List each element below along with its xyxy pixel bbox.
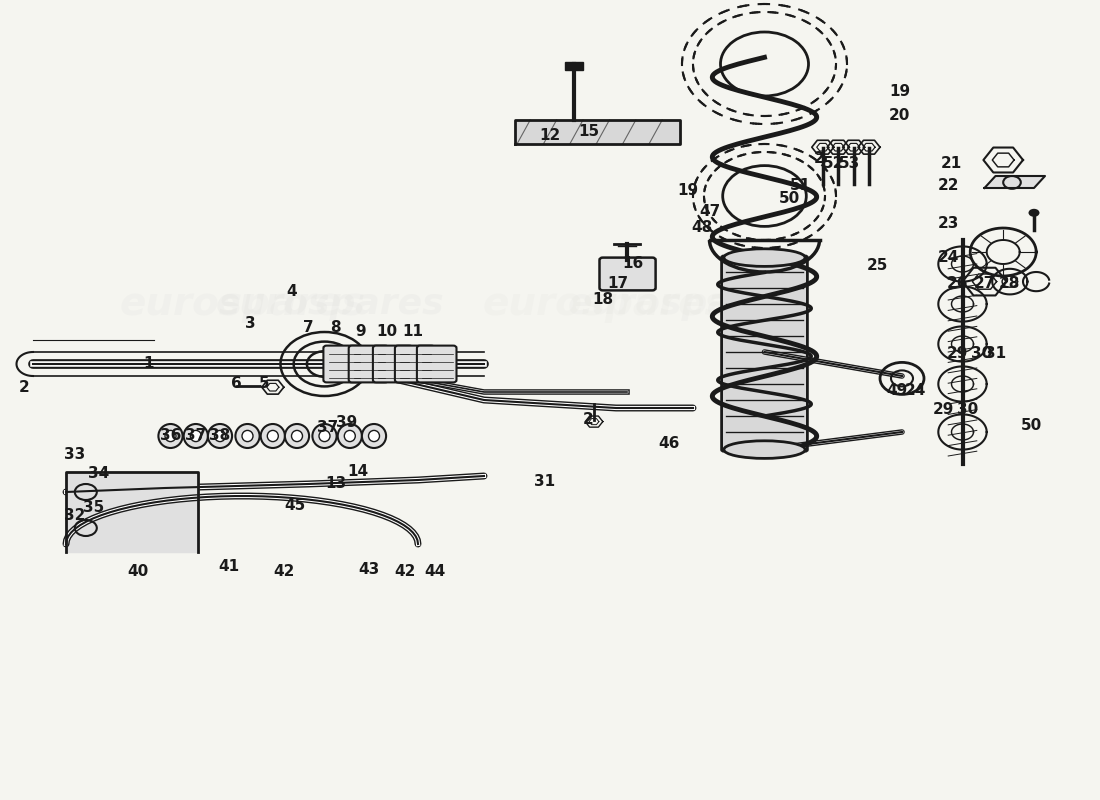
Text: 42: 42 [394,565,416,579]
Text: 33: 33 [64,447,86,462]
Text: 4: 4 [286,285,297,299]
Text: 21: 21 [940,157,962,171]
Text: 29: 29 [933,402,955,417]
Text: 44: 44 [424,565,446,579]
Text: 39: 39 [336,415,358,430]
Ellipse shape [235,424,260,448]
Text: 12: 12 [539,129,561,143]
Text: 50: 50 [779,191,801,206]
Text: 42: 42 [273,565,295,579]
FancyBboxPatch shape [373,346,412,382]
Text: 2: 2 [583,413,594,427]
Text: 6: 6 [231,377,242,391]
Text: 5: 5 [258,377,270,391]
Text: 53: 53 [838,157,860,171]
Text: 30: 30 [957,402,979,417]
Text: 24: 24 [904,383,926,398]
Ellipse shape [344,430,355,442]
Text: 11: 11 [402,325,424,339]
Text: 10: 10 [376,325,398,339]
Ellipse shape [292,430,302,442]
FancyBboxPatch shape [722,256,807,451]
Text: 37: 37 [185,429,207,443]
Ellipse shape [319,430,330,442]
Text: 17: 17 [607,277,629,291]
Text: 47: 47 [698,205,720,219]
Text: 7: 7 [302,321,313,335]
Ellipse shape [724,249,805,266]
FancyBboxPatch shape [395,346,434,382]
Text: 23: 23 [937,217,959,231]
Text: 18: 18 [592,293,614,307]
Text: 13: 13 [324,477,346,491]
Circle shape [1028,209,1040,217]
Text: 48: 48 [691,221,713,235]
Ellipse shape [368,430,379,442]
Text: 22: 22 [937,178,959,193]
Text: 34: 34 [88,466,110,481]
Text: eurospares: eurospares [119,285,365,323]
Text: 2: 2 [19,381,30,395]
Ellipse shape [165,430,176,442]
Text: eurospares: eurospares [216,287,444,321]
Text: 36: 36 [160,429,182,443]
Text: 29: 29 [946,346,968,361]
Ellipse shape [724,441,805,458]
Text: 16: 16 [621,257,643,271]
Text: 35: 35 [82,501,104,515]
Text: 25: 25 [867,258,889,273]
Ellipse shape [184,424,208,448]
Ellipse shape [267,430,278,442]
Ellipse shape [208,424,232,448]
Text: 43: 43 [358,562,379,577]
Text: 1: 1 [143,357,154,371]
Ellipse shape [242,430,253,442]
Text: 31: 31 [534,474,556,489]
Text: 32: 32 [64,509,86,523]
Ellipse shape [158,424,183,448]
FancyBboxPatch shape [323,346,363,382]
Ellipse shape [338,424,362,448]
Text: 15: 15 [578,125,600,139]
Text: 8: 8 [330,321,341,335]
Text: 19: 19 [676,183,698,198]
Text: 19: 19 [889,85,911,99]
Text: 46: 46 [658,437,680,451]
Ellipse shape [312,424,337,448]
Text: 24: 24 [937,250,959,265]
Text: 30: 30 [970,346,992,361]
Text: eurospares: eurospares [482,285,728,323]
Ellipse shape [362,424,386,448]
Polygon shape [984,176,1045,188]
Text: 14: 14 [346,465,368,479]
Ellipse shape [285,424,309,448]
Text: 3: 3 [245,317,256,331]
Text: 31: 31 [984,346,1006,361]
Text: 38: 38 [209,429,231,443]
Text: 9: 9 [355,325,366,339]
Text: eurospares: eurospares [568,287,796,321]
FancyBboxPatch shape [417,346,456,382]
Ellipse shape [261,424,285,448]
Text: 50: 50 [1021,418,1043,433]
Text: 40: 40 [126,565,148,579]
Text: 52: 52 [823,157,845,171]
Text: 37: 37 [317,421,339,435]
Text: 27: 27 [974,277,996,291]
Text: 26: 26 [946,277,968,291]
Polygon shape [66,472,198,552]
Text: 28: 28 [999,277,1021,291]
Text: 41: 41 [218,559,240,574]
Polygon shape [565,62,583,70]
Text: 2: 2 [814,151,825,166]
Ellipse shape [214,430,225,442]
Text: 20: 20 [889,109,911,123]
Text: 51: 51 [790,178,812,193]
Text: 45: 45 [284,498,306,513]
Polygon shape [515,120,680,144]
FancyBboxPatch shape [600,258,656,290]
FancyBboxPatch shape [349,346,388,382]
Ellipse shape [190,430,201,442]
Text: 49: 49 [886,383,907,398]
